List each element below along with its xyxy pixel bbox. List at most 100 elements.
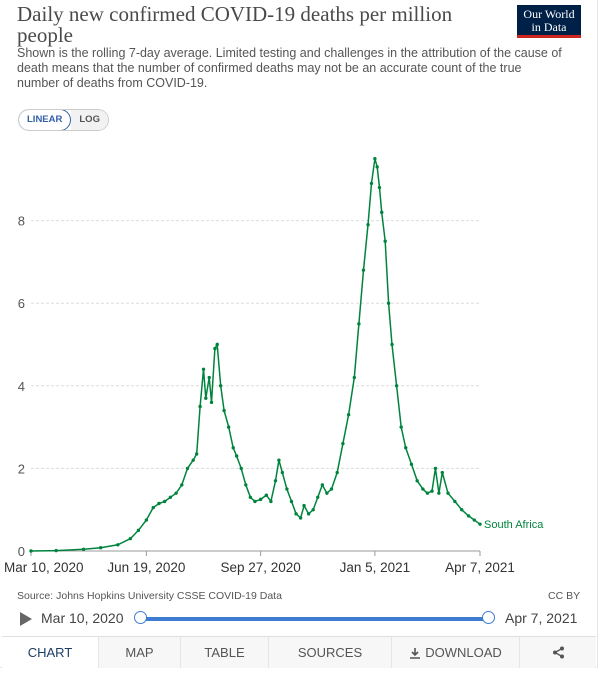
- x-tick-label: Mar 10, 2020: [4, 560, 84, 575]
- owid-logo[interactable]: Our World in Data: [517, 5, 581, 38]
- data-point: [366, 223, 370, 227]
- license-label[interactable]: CC BY: [548, 590, 581, 602]
- timeline-end-handle[interactable]: [482, 611, 495, 624]
- data-point: [81, 547, 86, 552]
- share-button[interactable]: [520, 637, 596, 668]
- data-point: [207, 375, 211, 380]
- data-point: [472, 518, 476, 522]
- data-point: [269, 499, 273, 504]
- chart-title: Daily new confirmed COVID-19 deaths per …: [17, 2, 453, 47]
- tab-map-label: MAP: [125, 645, 154, 660]
- data-point: [273, 479, 278, 483]
- data-point: [157, 501, 161, 506]
- data-point: [453, 499, 457, 504]
- timeline-start-date: Mar 10, 2020: [41, 610, 124, 626]
- tab-map[interactable]: MAP: [99, 637, 181, 668]
- data-point: [311, 508, 315, 512]
- data-point: [325, 491, 329, 495]
- y-tick-label: 6: [18, 296, 25, 311]
- data-point: [222, 408, 226, 413]
- data-point: [380, 210, 384, 215]
- log-scale-button[interactable]: LOG: [71, 110, 108, 130]
- data-point: [335, 470, 339, 475]
- data-point: [174, 491, 178, 495]
- download-icon: [410, 647, 421, 659]
- data-point: [98, 545, 103, 550]
- tab-table[interactable]: TABLE: [181, 637, 269, 668]
- data-point: [298, 516, 303, 520]
- tab-table-label: TABLE: [204, 645, 245, 660]
- logo-line-1: Our World: [523, 7, 575, 21]
- data-point: [399, 425, 403, 429]
- play-icon[interactable]: [20, 612, 32, 626]
- share-icon: [552, 646, 564, 659]
- linear-scale-button[interactable]: LINEAR: [18, 110, 72, 130]
- timeline-track[interactable]: [140, 617, 490, 621]
- data-point: [285, 487, 289, 491]
- data-point: [194, 452, 199, 456]
- data-point: [306, 512, 311, 516]
- data-point: [386, 301, 391, 305]
- data-point: [377, 185, 382, 190]
- data-point: [29, 549, 33, 553]
- tab-bar: CHART MAP TABLE SOURCES DOWNLOAD: [2, 636, 596, 668]
- data-point: [361, 268, 366, 272]
- data-point: [209, 400, 214, 405]
- data-point: [316, 495, 320, 500]
- series-label[interactable]: South Africa: [484, 519, 544, 531]
- timeline: Mar 10, 2020 Apr 7, 2021: [0, 606, 598, 632]
- data-point: [375, 165, 379, 169]
- y-tick-label: 0: [18, 544, 25, 559]
- data-point: [248, 495, 253, 500]
- tab-chart[interactable]: CHART: [2, 637, 99, 668]
- data-point: [289, 499, 294, 504]
- data-point: [302, 503, 306, 508]
- data-point: [264, 493, 269, 497]
- line-chart: 0 2 4 6 8 Mar 10, 2020 Jun 19, 2020 Sep 27, 202…: [4, 156, 544, 575]
- data-point: [409, 462, 414, 466]
- data-point: [168, 495, 173, 500]
- data-point: [320, 483, 325, 487]
- data-point: [383, 239, 387, 243]
- data-point: [191, 458, 195, 462]
- data-point: [144, 518, 149, 522]
- y-tick-label: 8: [18, 214, 25, 229]
- data-point: [446, 491, 450, 495]
- data-point: [404, 446, 408, 450]
- x-tick-label: Jan 5, 2021: [340, 560, 411, 575]
- source-note: Source: Johns Hopkins University CSSE CO…: [17, 590, 282, 602]
- data-point: [346, 413, 351, 417]
- data-point: [185, 466, 190, 471]
- data-point: [234, 454, 239, 458]
- data-point: [201, 367, 206, 371]
- data-point: [390, 342, 394, 347]
- timeline-start-handle[interactable]: [134, 611, 147, 624]
- data-point: [433, 466, 438, 471]
- tab-chart-label: CHART: [27, 645, 73, 660]
- scale-toggle: LINEAR LOG: [18, 109, 109, 131]
- data-point: [430, 489, 434, 493]
- x-tick-label: Sep 27, 2020: [220, 560, 300, 575]
- data-point: [253, 499, 257, 504]
- tab-sources-label: SOURCES: [297, 645, 363, 660]
- data-point: [218, 384, 223, 388]
- data-point: [329, 487, 334, 491]
- data-point: [440, 470, 444, 475]
- x-tick-label: Apr 7, 2021: [445, 560, 515, 575]
- x-tick-label: Jun 19, 2020: [107, 560, 185, 575]
- data-point: [294, 512, 298, 516]
- data-point: [437, 491, 441, 495]
- data-point: [415, 479, 419, 483]
- data-point: [116, 543, 120, 547]
- data-point: [369, 181, 374, 186]
- series-line-south-africa[interactable]: [30, 158, 481, 552]
- data-point: [280, 470, 285, 475]
- data-point: [128, 536, 133, 541]
- data-point: [357, 322, 361, 326]
- data-point: [478, 522, 482, 526]
- tab-download[interactable]: DOWNLOAD: [392, 637, 520, 668]
- y-tick-label: 4: [18, 379, 25, 394]
- tab-download-label: DOWNLOAD: [425, 645, 502, 660]
- tab-sources[interactable]: SOURCES: [269, 637, 392, 668]
- data-point: [213, 346, 217, 351]
